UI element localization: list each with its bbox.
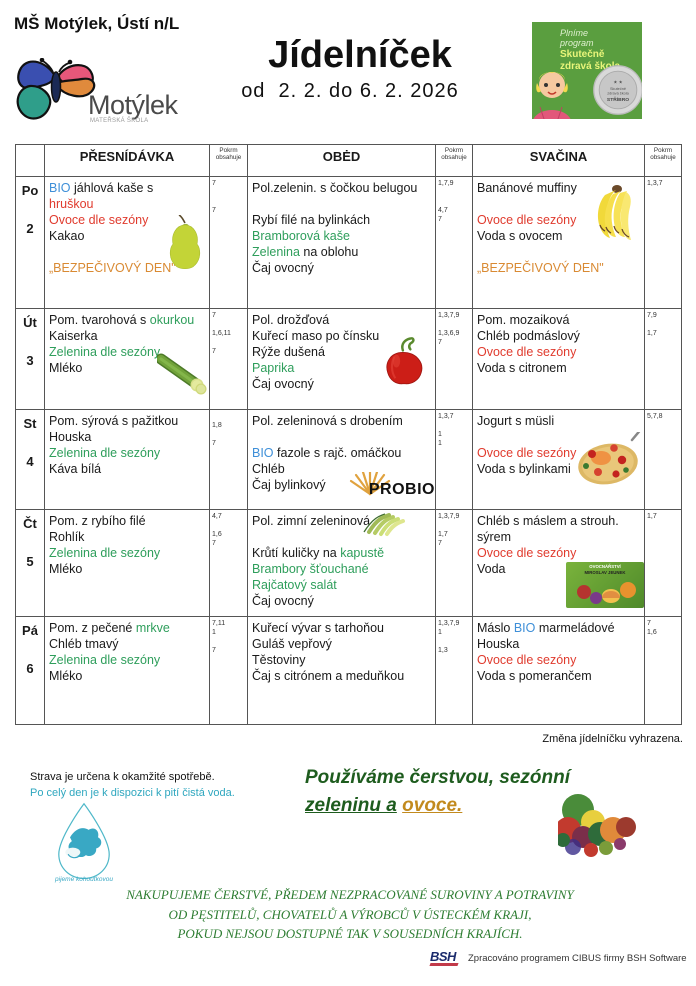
svg-text:★ ★: ★ ★ xyxy=(613,80,622,85)
svg-text:pijeme kohoutkovou: pijeme kohoutkovou xyxy=(54,876,113,883)
svg-text:Skutečně: Skutečně xyxy=(610,87,626,91)
svg-text:zdravá škola: zdravá škola xyxy=(607,91,629,95)
